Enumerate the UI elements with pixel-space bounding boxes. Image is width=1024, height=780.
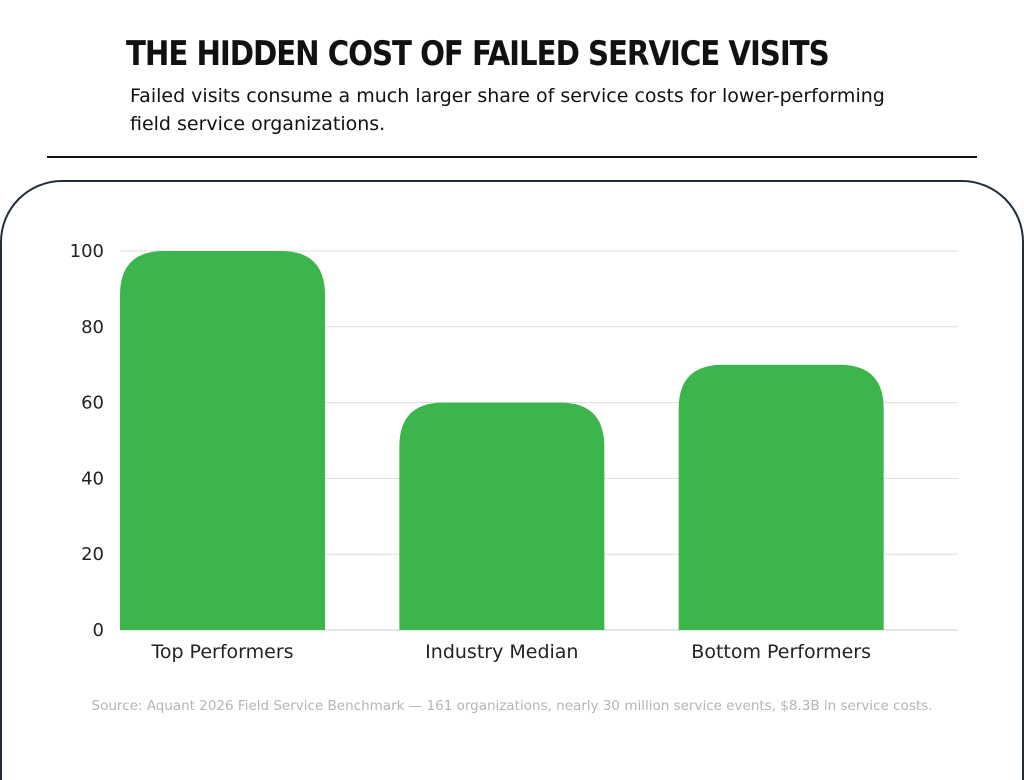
y-tick-label: 0 (93, 620, 104, 641)
y-tick-label: 40 (81, 468, 104, 489)
y-tick-label: 80 (81, 317, 104, 338)
bar-industry-median (399, 402, 605, 630)
x-category-label: Bottom Performers (691, 641, 871, 663)
bar-top-performers (120, 251, 325, 630)
chart-title: THE HIDDEN COST OF FAILED SERVICE VISITS (126, 34, 830, 74)
x-category-label: Top Performers (150, 641, 293, 663)
y-tick-label: 20 (81, 544, 104, 565)
bars (120, 251, 884, 630)
header-divider (47, 156, 977, 158)
chart-subtitle: Failed visits consume a much larger shar… (130, 85, 885, 135)
y-tick-label: 100 (70, 241, 104, 262)
y-axis-ticks: 0 20 40 60 80 100 (70, 241, 104, 641)
bar-bottom-performers (678, 364, 884, 630)
x-axis-category-labels: Top Performers Industry Median Bottom Perf… (150, 641, 871, 663)
y-tick-label: 60 (81, 393, 104, 414)
source-note: Source: Aquant 2026 Field Service Benchm… (91, 698, 933, 714)
x-category-label: Industry Median (425, 641, 578, 663)
